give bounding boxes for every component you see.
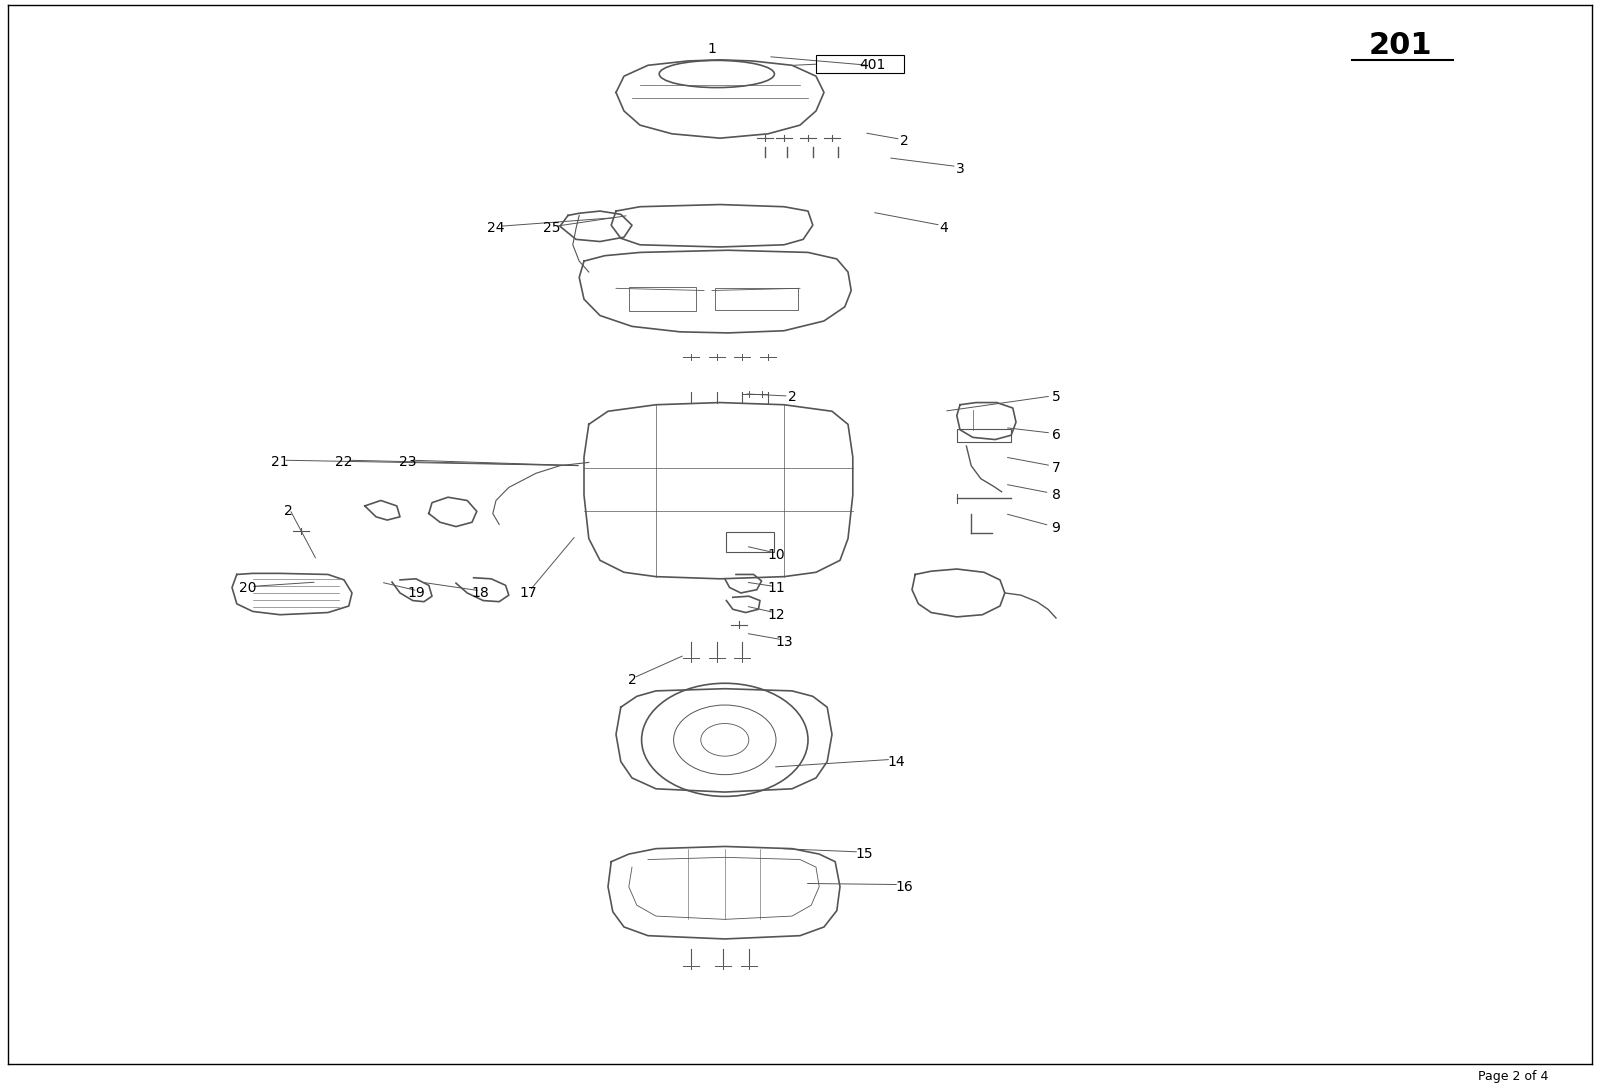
Bar bbox=[957, 429, 1011, 442]
Text: 12: 12 bbox=[766, 608, 786, 621]
Text: 9: 9 bbox=[1051, 521, 1061, 534]
Text: 13: 13 bbox=[774, 635, 794, 648]
Text: 23: 23 bbox=[400, 456, 416, 469]
Text: 1: 1 bbox=[707, 42, 717, 55]
Text: 11: 11 bbox=[766, 581, 786, 594]
Text: 6: 6 bbox=[1051, 429, 1061, 442]
Text: 201: 201 bbox=[1368, 32, 1432, 60]
Bar bbox=[816, 55, 904, 73]
Bar bbox=[629, 287, 696, 311]
Text: 2: 2 bbox=[283, 505, 293, 518]
Text: 401: 401 bbox=[859, 59, 885, 72]
Bar bbox=[715, 288, 798, 310]
Text: 3: 3 bbox=[955, 162, 965, 175]
Bar bbox=[726, 532, 774, 552]
Text: 14: 14 bbox=[886, 755, 906, 768]
Text: 21: 21 bbox=[270, 456, 290, 469]
Text: 16: 16 bbox=[894, 880, 914, 893]
Text: 18: 18 bbox=[470, 586, 490, 599]
Text: 10: 10 bbox=[766, 548, 786, 561]
Text: 15: 15 bbox=[854, 848, 874, 861]
Text: Page 2 of 4: Page 2 of 4 bbox=[1478, 1070, 1549, 1083]
Text: 5: 5 bbox=[1051, 391, 1061, 404]
Text: 25: 25 bbox=[544, 222, 560, 235]
Text: 4: 4 bbox=[939, 222, 949, 235]
Text: 24: 24 bbox=[488, 222, 504, 235]
Text: 8: 8 bbox=[1051, 489, 1061, 502]
Text: 2: 2 bbox=[627, 673, 637, 687]
Text: 20: 20 bbox=[240, 581, 256, 594]
Text: 2: 2 bbox=[787, 391, 797, 404]
Text: 19: 19 bbox=[406, 586, 426, 599]
Text: 2: 2 bbox=[899, 135, 909, 148]
Text: 17: 17 bbox=[518, 586, 538, 599]
Text: 22: 22 bbox=[336, 456, 352, 469]
Text: 7: 7 bbox=[1051, 461, 1061, 474]
